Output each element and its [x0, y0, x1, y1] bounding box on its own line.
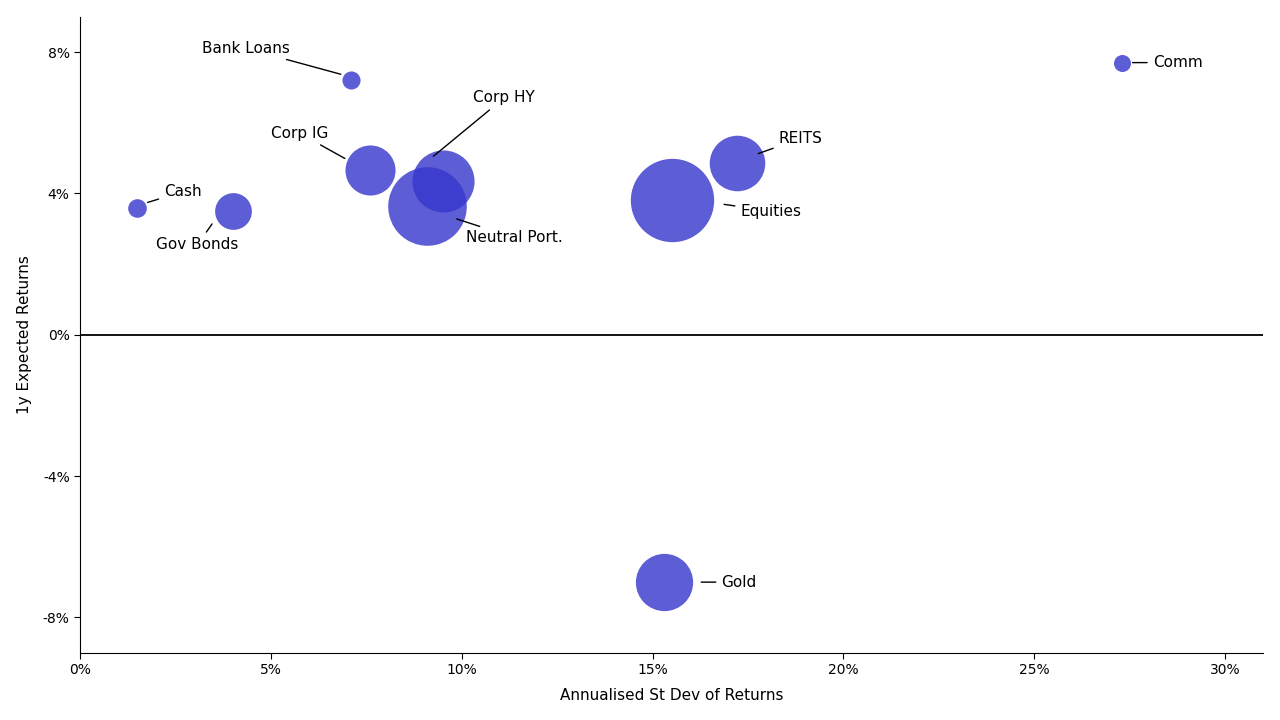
Point [127, 202, 147, 213]
Point [417, 200, 438, 212]
Point [726, 158, 746, 169]
Text: Gold: Gold [701, 575, 756, 590]
X-axis label: Annualised St Dev of Returns: Annualised St Dev of Returns [559, 688, 783, 703]
Text: Gov Bonds: Gov Bonds [156, 224, 239, 252]
Point [1112, 57, 1133, 68]
Text: Corp HY: Corp HY [434, 91, 535, 156]
Point [223, 205, 243, 217]
Text: Equities: Equities [724, 204, 801, 219]
Point [433, 175, 453, 186]
Text: Corp IG: Corp IG [271, 126, 344, 158]
Y-axis label: 1y Expected Returns: 1y Expected Returns [17, 256, 32, 414]
Text: Cash: Cash [147, 184, 202, 202]
Text: Bank Loans: Bank Loans [202, 41, 340, 74]
Point [360, 165, 380, 176]
Text: REITS: REITS [758, 131, 823, 153]
Point [662, 194, 682, 206]
Point [340, 75, 361, 86]
Point [654, 577, 675, 588]
Text: Comm: Comm [1133, 55, 1202, 70]
Text: Neutral Port.: Neutral Port. [457, 219, 562, 245]
